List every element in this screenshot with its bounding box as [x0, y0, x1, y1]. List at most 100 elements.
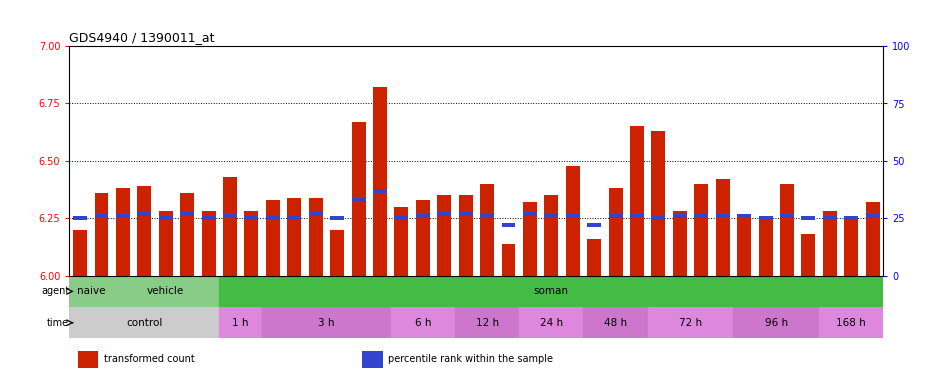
Bar [801, 216, 815, 220]
Text: naive: naive [77, 286, 105, 296]
Bar [373, 88, 387, 276]
Bar [416, 200, 430, 276]
Bar [202, 216, 216, 220]
Bar [288, 198, 302, 276]
Bar [866, 202, 880, 276]
Bar [820, 307, 883, 338]
Bar [116, 214, 130, 218]
Bar [244, 212, 258, 276]
Bar [416, 214, 430, 218]
Bar [609, 214, 623, 218]
Bar [352, 198, 365, 202]
Bar [545, 214, 559, 218]
Bar [648, 307, 734, 338]
Text: agent: agent [41, 286, 69, 296]
Bar [695, 184, 709, 276]
Text: 96 h: 96 h [765, 318, 788, 328]
Bar [780, 184, 794, 276]
Text: percentile rank within the sample: percentile rank within the sample [388, 354, 553, 364]
Bar [455, 307, 519, 338]
Text: control: control [126, 318, 163, 328]
Bar [73, 230, 87, 276]
Bar [780, 214, 794, 218]
Bar [438, 195, 451, 276]
Bar [630, 126, 644, 276]
Bar [116, 189, 130, 276]
Bar [587, 239, 601, 276]
Bar [630, 214, 644, 218]
Bar [737, 214, 751, 218]
Bar [501, 243, 515, 276]
Bar [651, 131, 665, 276]
Bar [716, 214, 730, 218]
Bar [265, 216, 280, 220]
Bar [219, 307, 262, 338]
Bar [566, 214, 580, 218]
Bar [758, 216, 772, 220]
Bar [519, 307, 584, 338]
Bar [394, 216, 408, 220]
Bar [716, 179, 730, 276]
Bar [587, 223, 601, 227]
Bar [672, 214, 687, 218]
Bar [523, 212, 536, 216]
Bar [69, 307, 219, 338]
FancyBboxPatch shape [78, 351, 98, 367]
Bar [438, 212, 451, 216]
Bar [545, 195, 559, 276]
Text: vehicle: vehicle [147, 286, 184, 296]
Bar [845, 218, 858, 276]
Bar [309, 198, 323, 276]
Bar [823, 216, 837, 220]
Bar [330, 230, 344, 276]
Text: 48 h: 48 h [604, 318, 627, 328]
Bar [695, 214, 709, 218]
Text: GDS4940 / 1390011_at: GDS4940 / 1390011_at [69, 31, 215, 44]
Bar [265, 200, 280, 276]
Bar [845, 216, 858, 220]
Bar [352, 122, 365, 276]
Bar [734, 307, 820, 338]
Bar [584, 307, 647, 338]
Bar [69, 276, 112, 307]
Bar [651, 216, 665, 220]
Bar [480, 214, 494, 218]
Bar [501, 223, 515, 227]
Bar [202, 212, 216, 276]
Bar [288, 216, 302, 220]
Text: 3 h: 3 h [318, 318, 335, 328]
Bar [394, 207, 408, 276]
Bar [180, 212, 194, 216]
Text: 72 h: 72 h [679, 318, 702, 328]
Bar [758, 218, 772, 276]
Bar [159, 216, 173, 220]
Bar [223, 214, 237, 218]
Bar [672, 212, 687, 276]
Bar [566, 166, 580, 276]
Text: 6 h: 6 h [414, 318, 431, 328]
Bar [180, 193, 194, 276]
Bar [737, 218, 751, 276]
Text: 12 h: 12 h [475, 318, 499, 328]
Bar [523, 202, 536, 276]
Bar [223, 177, 237, 276]
Bar [866, 214, 880, 218]
Text: 24 h: 24 h [540, 318, 563, 328]
FancyBboxPatch shape [363, 351, 383, 367]
Bar [609, 189, 623, 276]
Bar [138, 186, 152, 276]
Bar [219, 276, 883, 307]
Text: 168 h: 168 h [836, 318, 866, 328]
Bar [309, 212, 323, 216]
Text: time: time [47, 318, 69, 328]
Bar [112, 276, 219, 307]
Bar [390, 307, 455, 338]
Text: soman: soman [534, 286, 569, 296]
Bar [801, 234, 815, 276]
Bar [373, 189, 387, 193]
Bar [823, 212, 837, 276]
Text: transformed count: transformed count [104, 354, 194, 364]
Text: 1 h: 1 h [232, 318, 249, 328]
Bar [244, 216, 258, 220]
Bar [330, 216, 344, 220]
